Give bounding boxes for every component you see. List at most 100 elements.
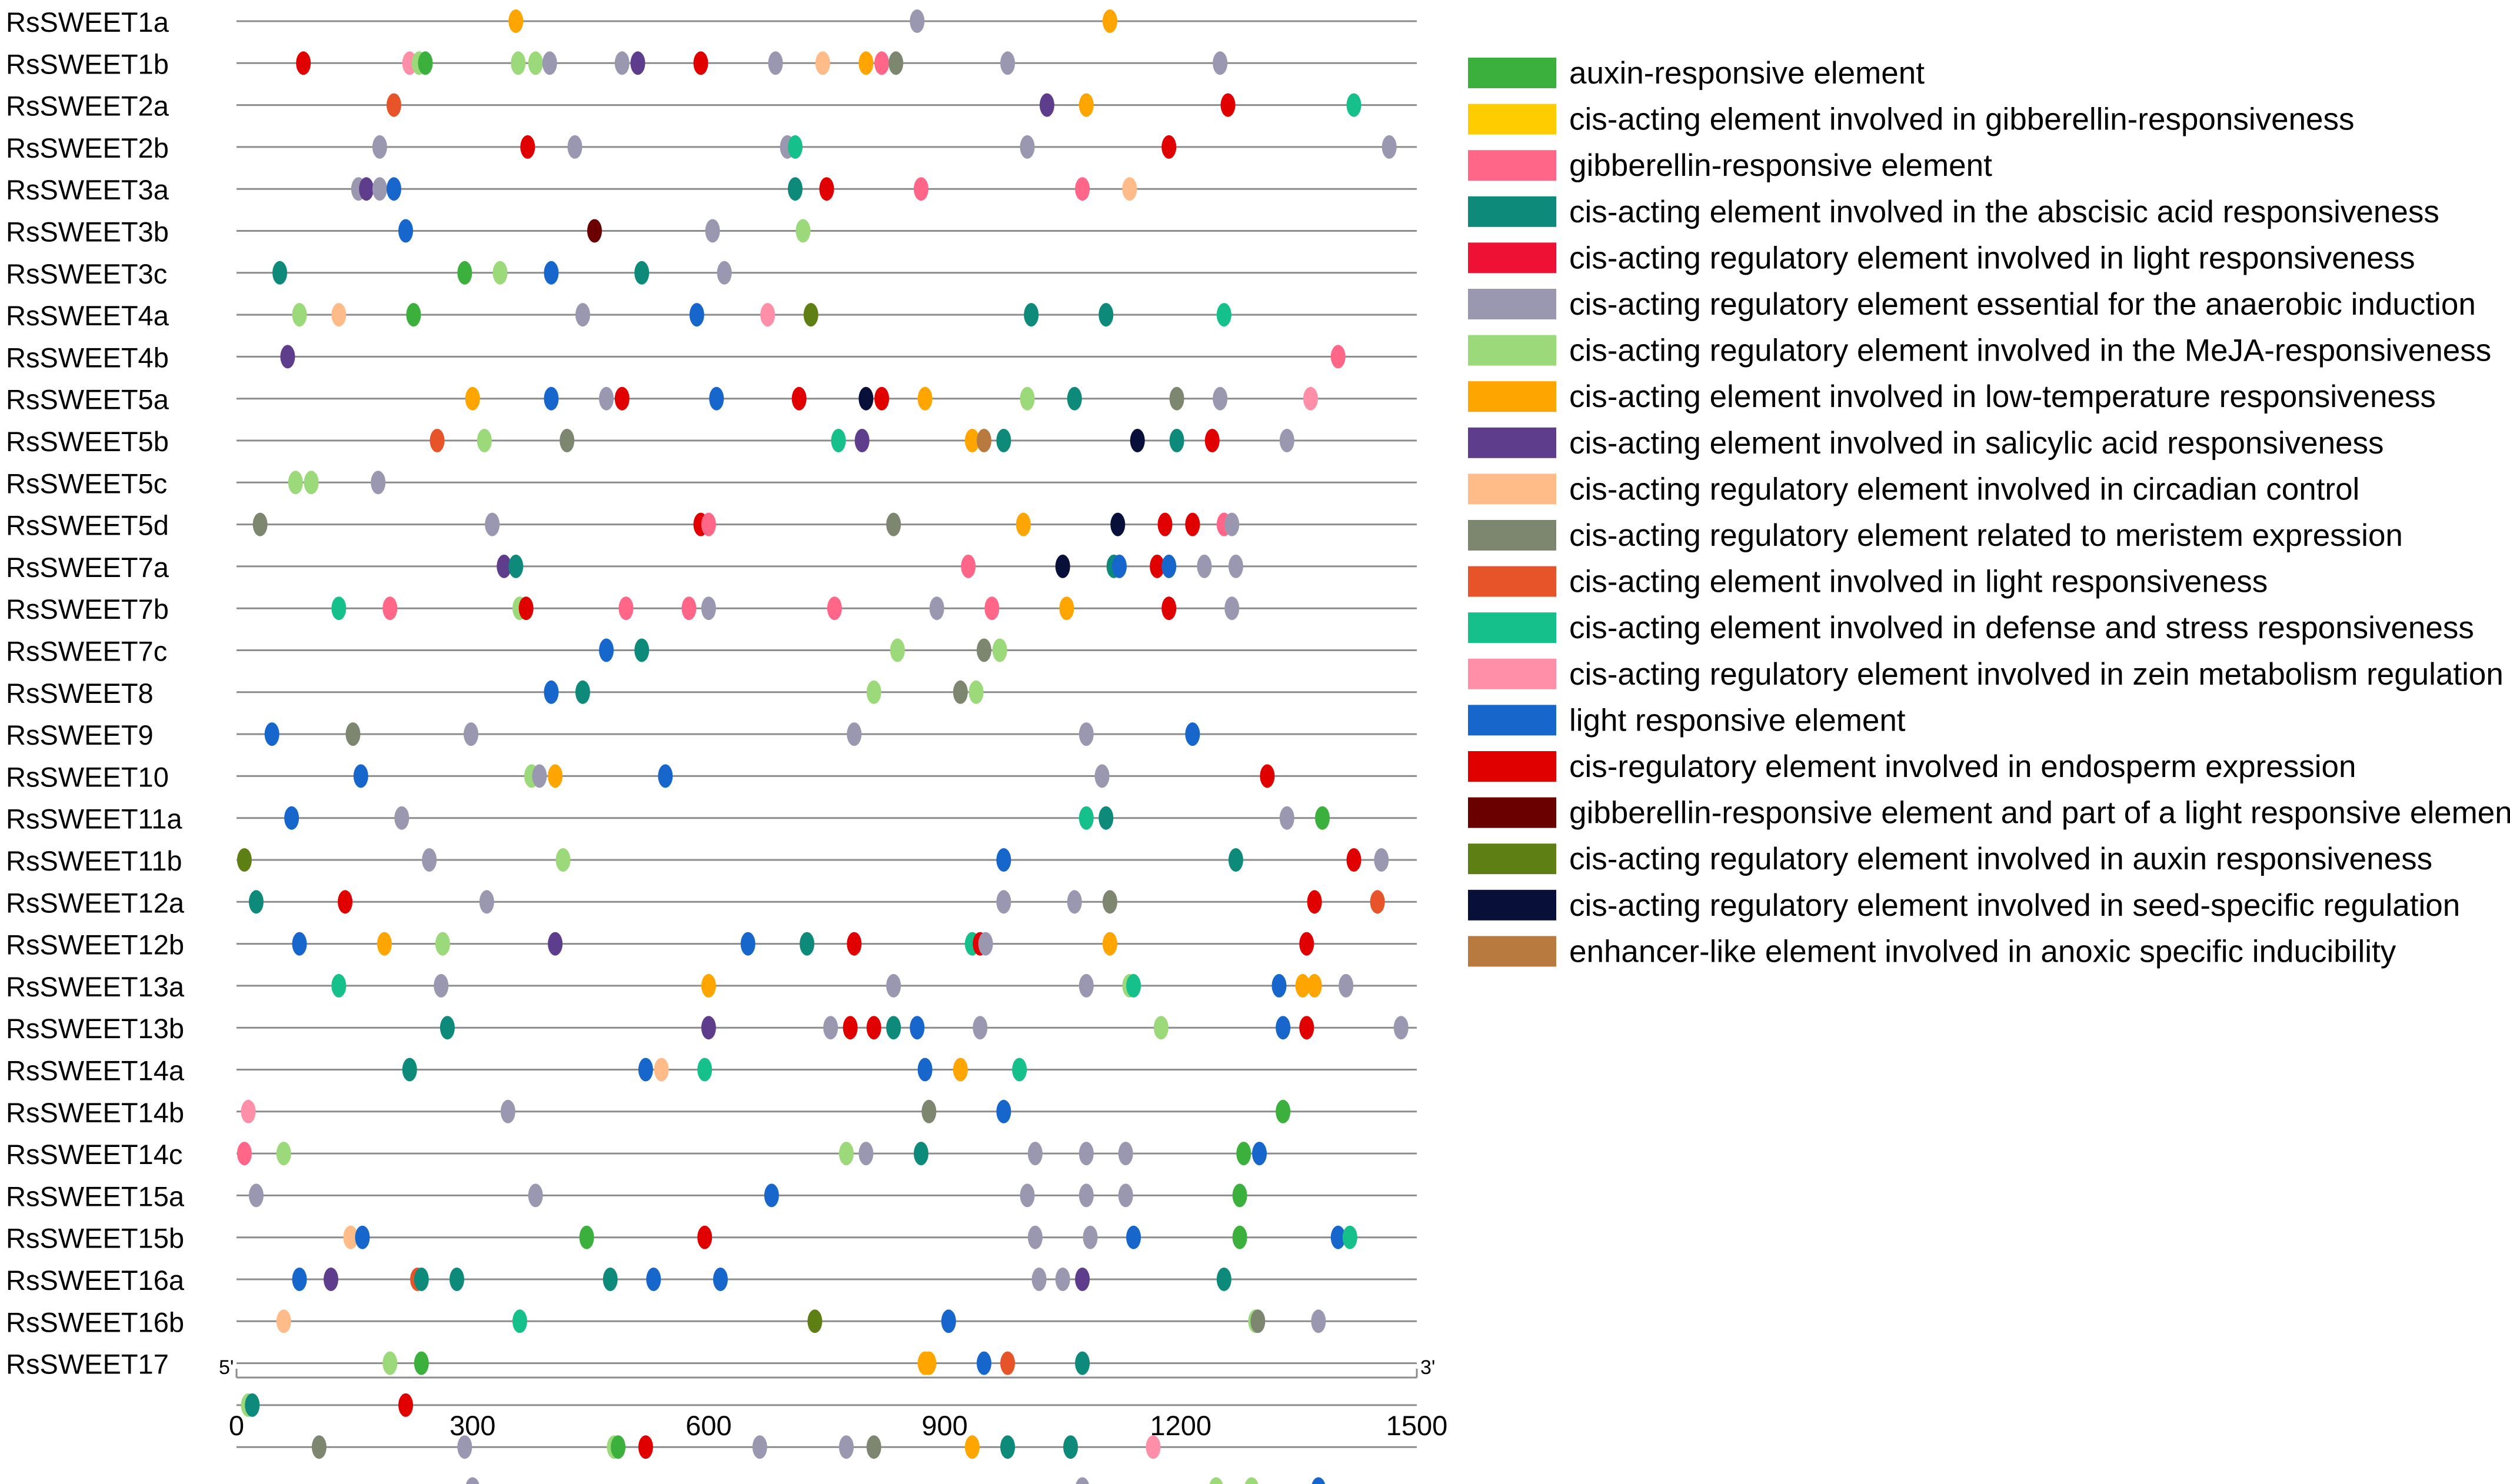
cis-element-marker xyxy=(847,722,862,746)
cis-element-marker xyxy=(1224,512,1240,536)
legend-swatch xyxy=(1468,566,1556,597)
cis-element-marker xyxy=(528,1183,543,1208)
legend-swatch xyxy=(1468,705,1556,736)
cis-element-marker xyxy=(1076,1477,1089,1484)
legend-label: cis-acting regulatory element involved i… xyxy=(1569,334,2491,368)
x-tick-label: 300 xyxy=(450,1410,495,1441)
cis-element-marker xyxy=(1111,554,1127,578)
cis-element-marker xyxy=(1250,1309,1266,1333)
cis-element-marker xyxy=(921,1351,937,1375)
legend-entry: enhancer-like element involved in anoxic… xyxy=(1468,934,2396,969)
cis-element-marker xyxy=(701,1016,716,1040)
gene-row: RsSWEET14c xyxy=(6,1139,1417,1170)
cis-element-marker xyxy=(740,932,755,956)
gene-label: RsSWEET14c xyxy=(6,1139,182,1170)
cis-element-marker xyxy=(996,848,1011,872)
cis-element-marker xyxy=(1075,1351,1090,1375)
cis-element-marker xyxy=(479,890,494,914)
cis-element-marker xyxy=(1232,1225,1247,1249)
cis-element-marker xyxy=(1118,1142,1133,1166)
cis-element-marker xyxy=(788,135,803,159)
cis-element-marker xyxy=(406,303,421,327)
cis-element-marker xyxy=(976,429,991,452)
cis-element-marker xyxy=(815,51,830,75)
cis-element-marker xyxy=(345,722,361,746)
legend-swatch xyxy=(1468,658,1556,689)
cis-element-marker xyxy=(858,51,874,75)
cis-element-marker xyxy=(1118,1183,1133,1208)
cis-element-marker xyxy=(614,386,630,411)
cis-element-marker xyxy=(953,1058,968,1082)
cis-element-marker xyxy=(1098,806,1114,830)
cis-element-marker xyxy=(528,51,543,75)
cis-element-marker xyxy=(599,638,614,662)
cis-element-marker xyxy=(996,1099,1011,1123)
cis-element-marker xyxy=(252,512,268,536)
cis-element-marker xyxy=(355,1225,370,1249)
cis-element-marker xyxy=(638,1435,653,1459)
cis-element-marker xyxy=(658,764,673,788)
legend-label: light responsive element xyxy=(1569,703,1906,738)
cis-element-marker xyxy=(1311,1477,1326,1484)
cis-element-marker xyxy=(518,596,534,621)
cis-element-marker xyxy=(542,51,557,75)
cis-element-marker xyxy=(886,512,901,536)
cis-element-marker xyxy=(280,345,295,369)
gene-row: RsSWEET16b xyxy=(6,1306,1417,1338)
cis-element-marker xyxy=(292,1268,307,1291)
cis-element-marker xyxy=(304,471,319,495)
gene-row: RsSWEET7b xyxy=(6,593,1417,625)
cis-element-marker xyxy=(1031,1268,1047,1291)
cis-element-marker xyxy=(976,1351,991,1375)
gene-label: RsSWEET2a xyxy=(6,91,169,122)
legend-entry: cis-acting element involved in low-tempe… xyxy=(1468,379,2436,414)
legend-swatch xyxy=(1468,242,1556,274)
cis-element-marker xyxy=(1078,973,1094,998)
cis-element-marker xyxy=(800,932,815,956)
gene-label: RsSWEET3b xyxy=(6,216,169,248)
cis-element-marker xyxy=(575,680,590,704)
cis-element-marker xyxy=(866,1435,881,1459)
cis-element-marker xyxy=(1346,848,1361,872)
gene-row: RsSWEET7a xyxy=(6,552,1417,583)
cis-element-marker xyxy=(838,1142,854,1166)
cis-element-marker xyxy=(288,471,303,495)
gene-row: RsSWEET5b xyxy=(6,426,1417,457)
x-tick-label: 0 xyxy=(229,1410,244,1441)
cis-element-marker xyxy=(292,303,307,327)
cis-element-marker xyxy=(1110,512,1126,536)
cis-element-marker xyxy=(1213,51,1228,75)
cis-element-marker xyxy=(910,1016,925,1040)
cis-element-marker xyxy=(1000,1435,1016,1459)
legend-label: cis-acting regulatory element involved i… xyxy=(1569,657,2504,692)
cis-element-marker xyxy=(331,973,347,998)
cis-element-marker xyxy=(819,177,834,201)
cis-element-marker xyxy=(890,638,905,662)
cis-element-marker xyxy=(1063,1435,1078,1459)
legend-entry: cis-acting element involved in salicylic… xyxy=(1468,426,2384,461)
cis-element-marker xyxy=(1027,1225,1043,1249)
cis-element-marker xyxy=(1078,1183,1094,1208)
cis-element-marker xyxy=(693,51,708,75)
legend-swatch xyxy=(1468,289,1556,319)
cis-element-marker xyxy=(544,680,559,704)
gene-label: RsSWEET5a xyxy=(6,384,169,415)
cis-element-marker xyxy=(548,764,563,788)
cis-element-marker xyxy=(888,51,904,75)
cis-element-marker xyxy=(272,261,288,285)
gene-label: RsSWEET11b xyxy=(6,845,182,876)
cis-element-marker xyxy=(1012,1058,1027,1082)
gene-label: RsSWEET8 xyxy=(6,678,154,709)
cis-element-marker xyxy=(630,51,645,75)
cis-element-marker xyxy=(1078,93,1094,117)
cis-element-marker xyxy=(752,1435,767,1459)
cis-element-marker xyxy=(1169,429,1184,452)
legend-entry: cis-acting regulatory element related to… xyxy=(1468,518,2403,553)
gene-label: RsSWEET13a xyxy=(6,971,185,1002)
cis-element-marker xyxy=(394,806,410,830)
cis-element-marker xyxy=(1102,9,1117,33)
cis-element-marker xyxy=(465,386,480,411)
cis-element-marker xyxy=(296,51,311,75)
legend-label: cis-acting regulatory element involved i… xyxy=(1569,472,2359,506)
cis-element-marker xyxy=(1216,303,1231,327)
